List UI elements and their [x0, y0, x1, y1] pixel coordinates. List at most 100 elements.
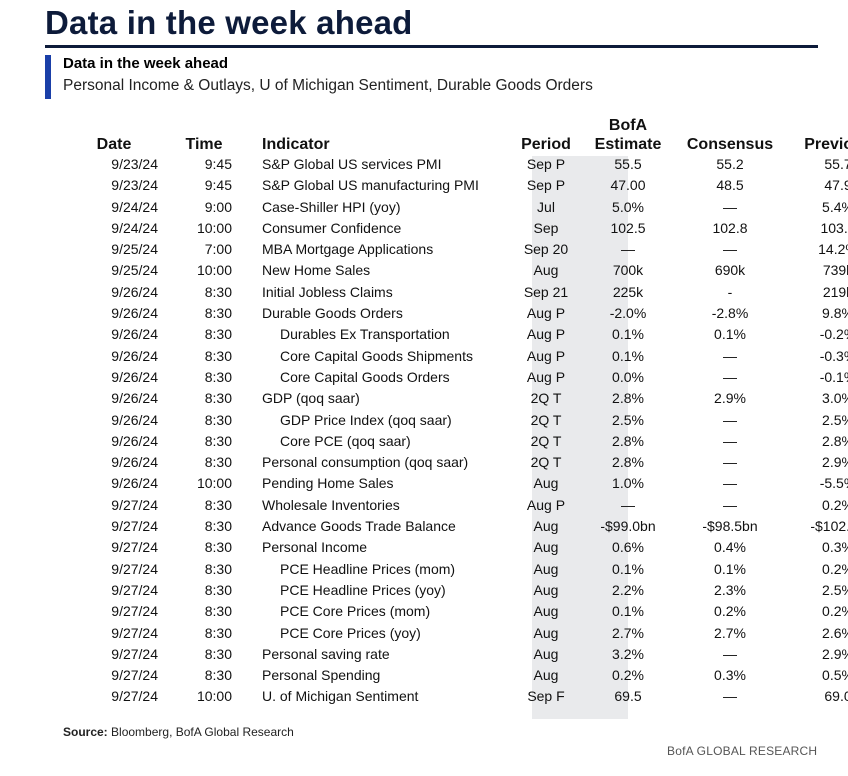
table-row: 9/26/24 8:30 Core Capital Goods Shipments A… [40, 346, 848, 367]
cell-period: Aug [533, 624, 559, 641]
table-row: 9/25/24 10:00 New Home Sales Aug 700k 690k 739… [40, 260, 848, 281]
cell-estimate: 3.2% [612, 645, 644, 662]
cell-previous: 2.9% [822, 454, 848, 471]
cell-previous: -0.3% [819, 347, 848, 364]
cell-indicator: Initial Jobless Claims [262, 283, 393, 300]
cell-period: Aug [533, 475, 559, 492]
cell-time: 9:45 [204, 156, 232, 172]
cell-time: 8:30 [204, 645, 232, 662]
cell-estimate: 47.00 [610, 177, 646, 194]
cell-time: 8:30 [204, 624, 232, 641]
cell-indicator: S&P Global US services PMI [262, 156, 442, 172]
source-label: Source: [63, 725, 108, 739]
cell-date: 9/23/24 [111, 177, 158, 194]
header-indicator: Indicator [262, 136, 330, 153]
cell-previous: 2.6% [822, 624, 848, 641]
cell-date: 9/26/24 [111, 390, 158, 407]
table-header-row: Date Time Indicator Period BofA Estimate… [40, 110, 848, 154]
cell-indicator: Advance Goods Trade Balance [262, 518, 456, 535]
cell-previous: -5.5% [819, 475, 848, 492]
cell-estimate: -2.0% [609, 305, 647, 322]
cell-date: 9/26/24 [111, 454, 158, 471]
cell-previous: 2.5% [822, 411, 848, 428]
cell-period: Sep P [526, 156, 566, 172]
table-row: 9/27/24 10:00 U. of Michigan Sentiment Sep … [40, 686, 848, 707]
table-row: 9/26/24 8:30 Personal consumption (qoq saa… [40, 452, 848, 473]
cell-consensus: — [723, 198, 737, 215]
cell-date: 9/27/24 [111, 496, 158, 513]
cell-estimate: 0.1% [612, 347, 644, 364]
cell-time: 8:30 [204, 603, 232, 620]
header-previous: Previous [804, 136, 848, 153]
table-row: 9/26/24 8:30 Core Capital Goods Orders Aug … [40, 367, 848, 388]
cell-time: 10:00 [196, 219, 232, 236]
cell-date: 9/27/24 [111, 581, 158, 598]
cell-estimate: 0.1% [612, 560, 644, 577]
header-estimate-line2: Estimate [594, 136, 662, 153]
cell-estimate: 700k [612, 262, 644, 279]
table-row: 9/27/24 8:30 Personal Spending Aug 0.2% 0.3% 0… [40, 665, 848, 686]
table-body: 9/23/24 9:45 S&P Global US services PMI Sep… [40, 154, 848, 708]
cell-consensus: 0.4% [714, 539, 746, 556]
cell-previous: -0.2% [819, 326, 848, 343]
cell-period: Aug [533, 603, 559, 620]
cell-previous: 103.3 [820, 219, 848, 236]
cell-previous: 739k [822, 262, 848, 279]
table-row: 9/27/24 8:30 PCE Core Prices (yoy) Aug 2.7% 2… [40, 623, 848, 644]
cell-date: 9/27/24 [111, 645, 158, 662]
cell-estimate: — [621, 496, 635, 513]
cell-indicator: Wholesale Inventories [262, 496, 400, 513]
cell-period: Sep 20 [523, 241, 569, 258]
brand-footer: BofA GLOBAL RESEARCH [667, 744, 818, 758]
cell-time: 8:30 [204, 560, 232, 577]
cell-estimate: 102.5 [610, 219, 646, 236]
cell-estimate: 69.5 [614, 688, 642, 705]
table-row: 9/26/24 8:30 Core PCE (qoq saar) 2Q T 2.8% — 2… [40, 431, 848, 452]
cell-indicator: Durables Ex Transportation [280, 326, 450, 343]
cell-consensus: 2.7% [714, 624, 746, 641]
cell-date: 9/26/24 [111, 411, 158, 428]
cell-period: Sep P [526, 177, 566, 194]
cell-indicator: GDP (qoq saar) [262, 390, 360, 407]
cell-indicator: Core PCE (qoq saar) [280, 432, 411, 449]
cell-period: Sep [533, 219, 559, 236]
cell-time: 8:30 [204, 667, 232, 684]
cell-previous: 0.5% [822, 667, 848, 684]
cell-period: 2Q T [530, 454, 562, 471]
cell-estimate: 2.8% [612, 390, 644, 407]
cell-indicator: Case-Shiller HPI (yoy) [262, 198, 401, 215]
cell-consensus: 55.2 [716, 156, 744, 172]
cell-consensus: — [723, 645, 737, 662]
estimate-column-shade [532, 156, 628, 719]
cell-consensus: 0.3% [714, 667, 746, 684]
cell-indicator: MBA Mortgage Applications [262, 241, 434, 258]
header-date: Date [96, 136, 132, 153]
cell-estimate: 5.0% [612, 198, 644, 215]
cell-date: 9/26/24 [111, 347, 158, 364]
cell-previous: 0.2% [822, 560, 848, 577]
header-estimate-line1: BofA [608, 117, 648, 134]
cell-date: 9/27/24 [111, 688, 158, 705]
cell-period: Aug [533, 667, 559, 684]
cell-previous: 2.8% [822, 432, 848, 449]
cell-period: 2Q T [530, 411, 562, 428]
cell-date: 9/27/24 [111, 667, 158, 684]
cell-consensus: — [723, 347, 737, 364]
cell-period: Aug P [526, 368, 566, 385]
cell-previous: 2.9% [822, 645, 848, 662]
cell-estimate: 0.1% [612, 603, 644, 620]
table-row: 9/26/24 8:30 GDP (qoq saar) 2Q T 2.8% 2.9% 3.0… [40, 388, 848, 409]
cell-date: 9/27/24 [111, 518, 158, 535]
cell-date: 9/27/24 [111, 603, 158, 620]
cell-date: 9/27/24 [111, 624, 158, 641]
cell-consensus: 0.1% [714, 326, 746, 343]
cell-indicator: Personal consumption (qoq saar) [262, 454, 469, 471]
cell-consensus: 690k [714, 262, 746, 279]
cell-date: 9/26/24 [111, 326, 158, 343]
cell-estimate: 0.2% [612, 667, 644, 684]
cell-estimate: 1.0% [612, 475, 644, 492]
cell-indicator: PCE Core Prices (mom) [280, 603, 431, 620]
table-row: 9/26/24 8:30 GDP Price Index (qoq saar) 2Q … [40, 410, 848, 431]
cell-time: 8:30 [204, 496, 232, 513]
cell-estimate: 0.0% [612, 368, 644, 385]
